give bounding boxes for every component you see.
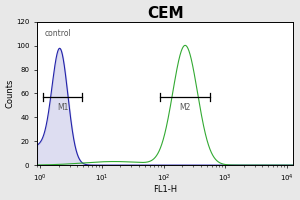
X-axis label: FL1-H: FL1-H bbox=[153, 185, 177, 194]
Text: M2: M2 bbox=[179, 103, 191, 112]
Text: control: control bbox=[44, 29, 71, 38]
Title: CEM: CEM bbox=[147, 6, 183, 21]
Y-axis label: Counts: Counts bbox=[6, 79, 15, 108]
Text: M1: M1 bbox=[57, 103, 68, 112]
